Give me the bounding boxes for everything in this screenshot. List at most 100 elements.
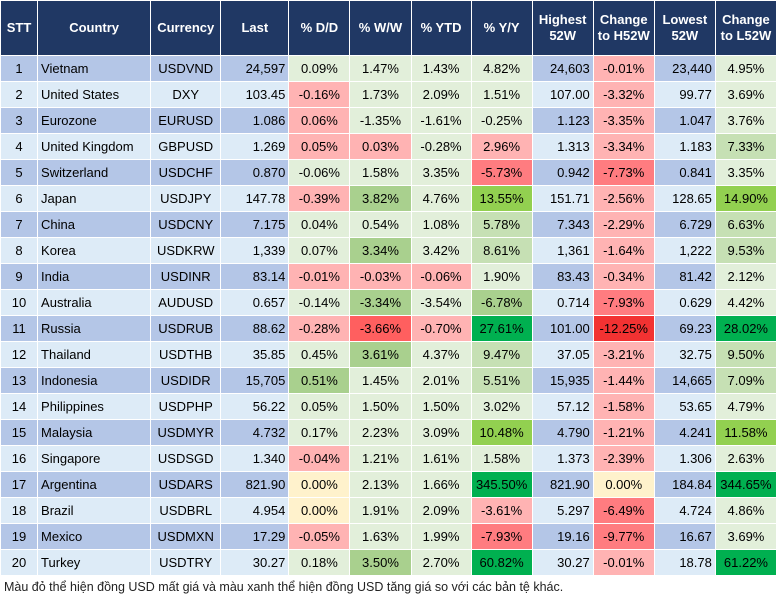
table-row: 9 India USDINR 83.14 -0.01% -0.03% -0.06% 1.90%… [1, 264, 776, 289]
cell-ytd: 3.09% [411, 420, 471, 445]
cell-ytd: 4.76% [411, 186, 471, 211]
cell-low: 1.183 [654, 134, 715, 159]
cell-low: 18.78 [654, 550, 715, 575]
cell-high: 0.714 [532, 290, 593, 315]
cell-dd: 0.04% [289, 212, 350, 237]
cell-country: Korea [38, 238, 151, 263]
cell-low: 128.65 [654, 186, 715, 211]
cell-stt: 9 [1, 264, 38, 289]
cell-ww: 2.13% [350, 472, 411, 497]
cell-stt: 14 [1, 394, 38, 419]
table-row: 14 Philippines USDPHP 56.22 0.05% 1.50% 1.50% 3… [1, 394, 776, 419]
cell-currency: USDCNY [151, 212, 221, 237]
cell-chl: 2.12% [715, 264, 776, 289]
cell-last: 1.340 [221, 446, 289, 471]
cell-ww: -0.03% [350, 264, 411, 289]
header-low: Lowest 52W [654, 1, 715, 55]
cell-dd: 0.09% [289, 56, 350, 81]
table-row: 3 Eurozone EURUSD 1.086 0.06% -1.35% -1.61% -0.… [1, 108, 776, 133]
cell-high: 821.90 [532, 472, 593, 497]
cell-low: 4.724 [654, 498, 715, 523]
cell-ww: 2.23% [350, 420, 411, 445]
table-row: 7 China USDCNY 7.175 0.04% 0.54% 1.08% 5.78% 7.3… [1, 212, 776, 237]
cell-currency: USDTHB [151, 342, 221, 367]
cell-ytd: 2.09% [411, 498, 471, 523]
cell-country: Switzerland [38, 160, 151, 185]
cell-stt: 17 [1, 472, 38, 497]
header-dd: % D/D [289, 1, 350, 55]
cell-last: 0.870 [221, 160, 289, 185]
cell-high: 24,603 [532, 56, 593, 81]
cell-currency: USDMYR [151, 420, 221, 445]
cell-country: Turkey [38, 550, 151, 575]
cell-ytd: 1.66% [411, 472, 471, 497]
cell-chh: -2.39% [593, 446, 654, 471]
cell-chh: -9.77% [593, 524, 654, 549]
table-row: 19 Mexico USDMXN 17.29 -0.05% 1.63% 1.99% -7.93… [1, 524, 776, 549]
cell-dd: 0.18% [289, 550, 350, 575]
cell-chh: -2.29% [593, 212, 654, 237]
cell-high: 57.12 [532, 394, 593, 419]
cell-low: 1,222 [654, 238, 715, 263]
cell-chl: 6.63% [715, 212, 776, 237]
cell-currency: USDKRW [151, 238, 221, 263]
cell-chh: -7.73% [593, 160, 654, 185]
cell-chl: 3.35% [715, 160, 776, 185]
cell-ytd: -3.54% [411, 290, 471, 315]
cell-dd: 0.00% [289, 498, 350, 523]
cell-stt: 7 [1, 212, 38, 237]
cell-currency: EURUSD [151, 108, 221, 133]
cell-chl: 2.63% [715, 446, 776, 471]
cell-last: 821.90 [221, 472, 289, 497]
cell-dd: 0.07% [289, 238, 350, 263]
cell-stt: 5 [1, 160, 38, 185]
cell-last: 147.78 [221, 186, 289, 211]
cell-country: Singapore [38, 446, 151, 471]
cell-country: Russia [38, 316, 151, 341]
footnote: Màu đỏ thể hiện đồng USD mất giá và màu … [4, 580, 564, 594]
cell-country: India [38, 264, 151, 289]
cell-chh: -0.01% [593, 550, 654, 575]
cell-country: Indonesia [38, 368, 151, 393]
cell-low: 99.77 [654, 82, 715, 107]
cell-yy: -6.78% [471, 290, 532, 315]
cell-last: 0.657 [221, 290, 289, 315]
cell-last: 56.22 [221, 394, 289, 419]
cell-chl: 3.69% [715, 524, 776, 549]
cell-low: 0.629 [654, 290, 715, 315]
cell-last: 30.27 [221, 550, 289, 575]
cell-yy: 9.47% [471, 342, 532, 367]
cell-stt: 19 [1, 524, 38, 549]
header-ytd: % YTD [411, 1, 471, 55]
header-ww: % W/W [350, 1, 411, 55]
cell-chh: -7.93% [593, 290, 654, 315]
cell-dd: 0.05% [289, 134, 350, 159]
cell-yy: -3.61% [471, 498, 532, 523]
cell-ww: 0.54% [350, 212, 411, 237]
cell-yy: 1.58% [471, 446, 532, 471]
cell-yy: 60.82% [471, 550, 532, 575]
cell-low: 69.23 [654, 316, 715, 341]
table-row: 2 United States DXY 103.45 -0.16% 1.73% 2.09% 1… [1, 82, 776, 107]
cell-chh: -6.49% [593, 498, 654, 523]
cell-high: 151.71 [532, 186, 593, 211]
cell-yy: 3.02% [471, 394, 532, 419]
cell-high: 7.343 [532, 212, 593, 237]
cell-ytd: 4.37% [411, 342, 471, 367]
cell-ww: 1.63% [350, 524, 411, 549]
header-country: Country [38, 1, 151, 55]
cell-dd: -0.04% [289, 446, 350, 471]
cell-chl: 7.09% [715, 368, 776, 393]
cell-ytd: 2.70% [411, 550, 471, 575]
cell-currency: USDIDR [151, 368, 221, 393]
cell-low: 1.306 [654, 446, 715, 471]
cell-chh: -0.34% [593, 264, 654, 289]
table-row: 4 United Kingdom GBPUSD 1.269 0.05% 0.03% -0.2… [1, 134, 776, 159]
cell-low: 16.67 [654, 524, 715, 549]
table-row: 12 Thailand USDTHB 35.85 0.45% 3.61% 4.37% 9.47… [1, 342, 776, 367]
cell-yy: 5.78% [471, 212, 532, 237]
header-currency: Currency [151, 1, 221, 55]
cell-high: 1.313 [532, 134, 593, 159]
cell-low: 0.841 [654, 160, 715, 185]
cell-high: 30.27 [532, 550, 593, 575]
